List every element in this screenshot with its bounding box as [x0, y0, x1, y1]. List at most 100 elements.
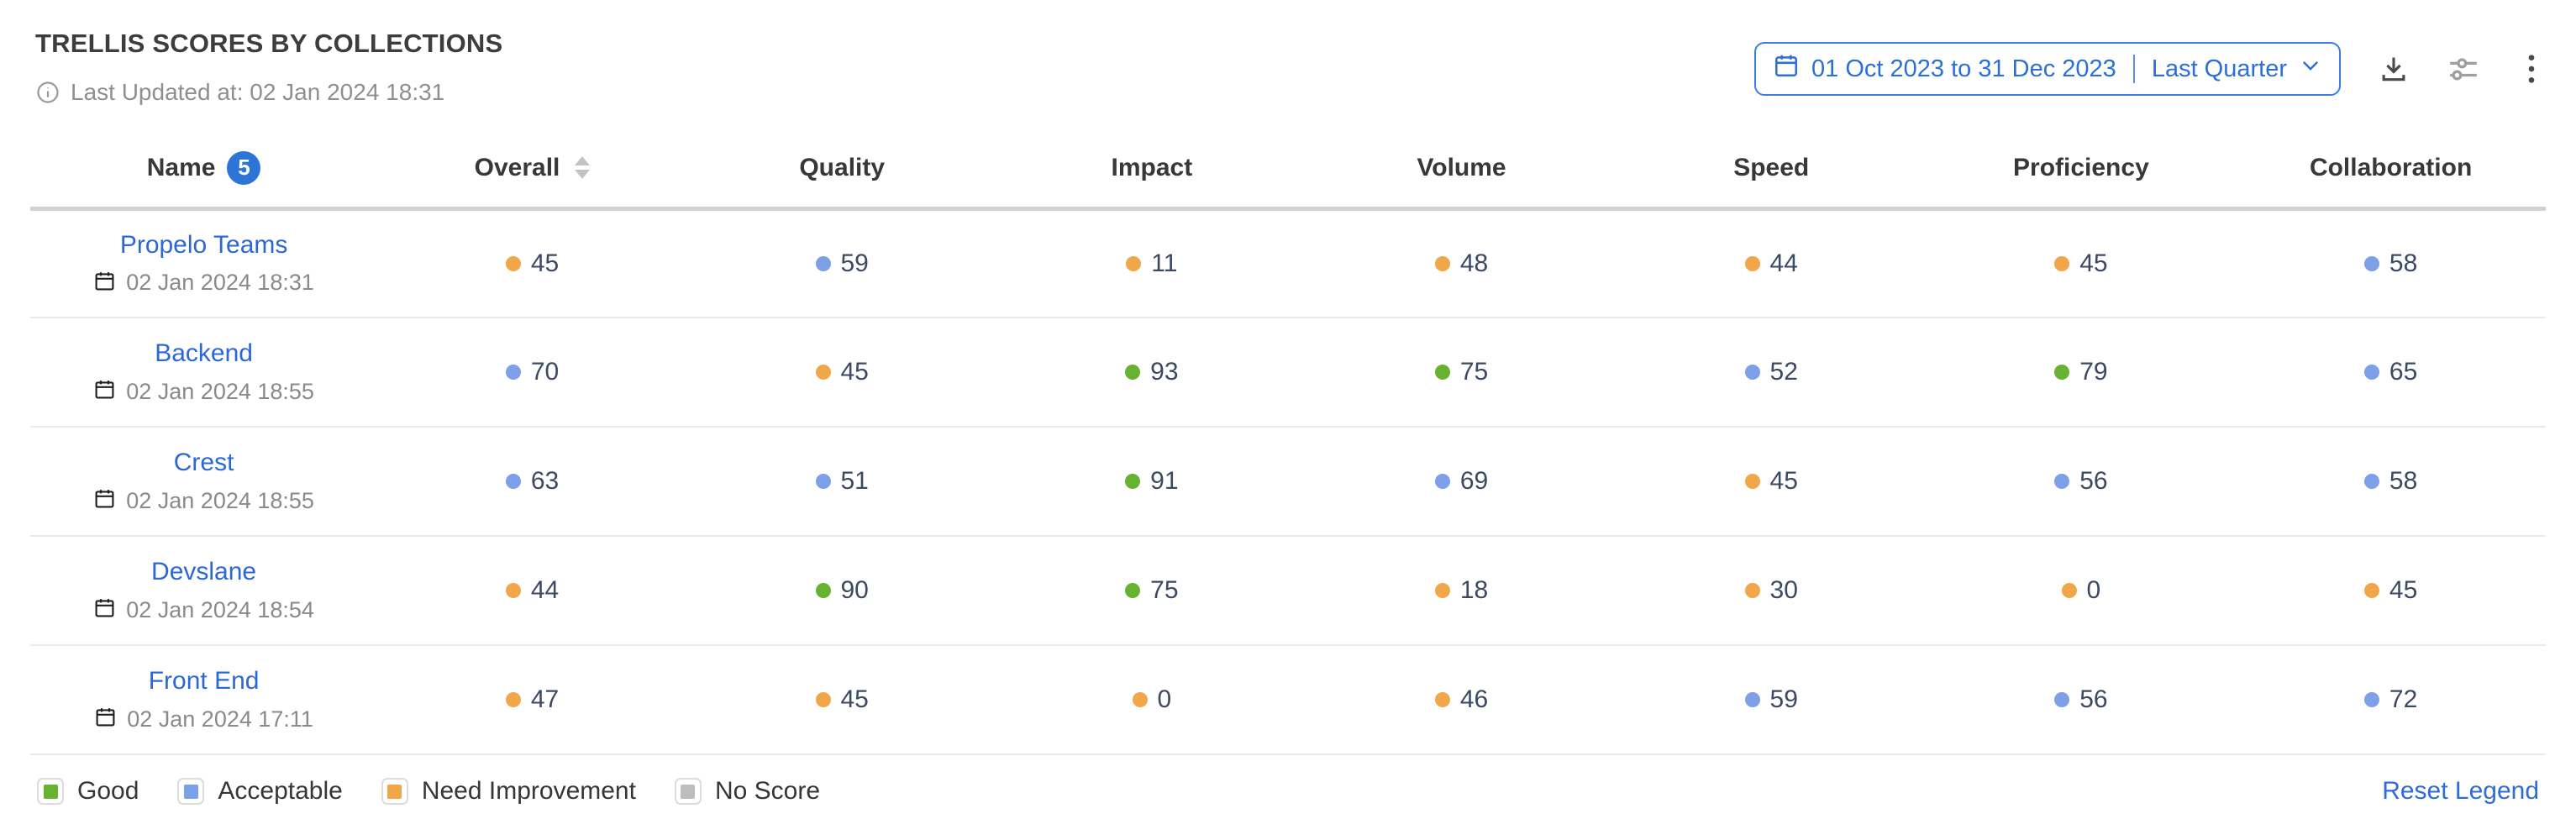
score-cell: 46	[1306, 645, 1617, 755]
score-value: 45	[530, 249, 560, 277]
column-header-quality: Quality	[686, 129, 997, 211]
score-cell: 70	[377, 318, 687, 428]
collection-link[interactable]: Devslane	[151, 558, 257, 585]
score-cell: 11	[996, 208, 1307, 318]
score-value: 58	[2389, 249, 2418, 277]
score-value: 0	[2086, 576, 2101, 604]
score-cell: 59	[1616, 645, 1927, 755]
score-value: 51	[840, 467, 869, 495]
row-timestamp: 02 Jan 2024 17:11	[127, 706, 313, 732]
score-value: 91	[1150, 467, 1179, 495]
info-icon[interactable]	[35, 80, 60, 105]
column-label: Name	[146, 153, 216, 181]
score-dot	[1434, 583, 1450, 598]
table-row: Backend 02 Jan 2024 18:55 70	[30, 318, 2546, 428]
score-cell: 44	[1616, 208, 1927, 318]
legend-bar: Good Acceptable Need Improvement No Scor…	[30, 777, 2546, 806]
score-value: 18	[1459, 576, 1489, 604]
name-cell: Crest 02 Jan 2024 18:55	[30, 427, 378, 537]
score-dot	[2363, 474, 2379, 489]
score-dot	[505, 692, 521, 707]
column-header-name: Name 5	[30, 129, 378, 211]
score-dot	[1126, 255, 1142, 271]
calendar-icon	[1773, 52, 1800, 86]
score-value: 79	[2079, 358, 2108, 386]
calendar-icon	[94, 706, 117, 732]
settings-sliders-button[interactable]	[2447, 52, 2480, 86]
date-range-button[interactable]: 01 Oct 2023 to 31 Dec 2023 Last Quarter	[1754, 42, 2341, 96]
score-dot	[2363, 583, 2379, 598]
column-header-overall[interactable]: Overall	[377, 129, 687, 211]
score-value: 44	[1769, 249, 1798, 277]
score-cell: 56	[1926, 427, 2237, 537]
sort-icon[interactable]	[575, 156, 591, 180]
table-row: Propelo Teams 02 Jan 2024 18:31 45	[30, 208, 2546, 318]
score-dot	[505, 255, 521, 271]
name-cell: Backend 02 Jan 2024 18:55	[30, 318, 378, 428]
score-value: 56	[2079, 467, 2108, 495]
collection-link[interactable]: Crest	[173, 449, 234, 476]
legend-swatch	[387, 784, 402, 799]
row-timestamp: 02 Jan 2024 18:31	[126, 270, 314, 296]
chevron-down-icon	[2299, 54, 2322, 84]
score-dot	[815, 583, 831, 598]
trellis-scores-table: Name 5 Overall Quality Impact Volume Spe…	[30, 129, 2546, 755]
score-cell: 59	[686, 208, 997, 318]
score-cell: 58	[2236, 208, 2546, 318]
score-value: 58	[2389, 467, 2418, 495]
score-cell: 79	[1926, 318, 2237, 428]
legend-item[interactable]: No Score	[674, 777, 820, 806]
calendar-icon	[93, 378, 116, 405]
table-header: Name 5 Overall Quality Impact Volume Spe…	[30, 129, 2546, 211]
score-cell: 58	[2236, 427, 2546, 537]
collection-link[interactable]: Front End	[148, 667, 260, 695]
score-dot	[1132, 692, 1148, 707]
score-dot	[2363, 692, 2379, 707]
score-dot	[1125, 583, 1141, 598]
row-count-badge: 5	[227, 150, 261, 185]
legend-swatch-box	[381, 778, 408, 805]
score-dot	[2054, 474, 2070, 489]
score-cell: 75	[1306, 318, 1617, 428]
kebab-menu-button[interactable]	[2517, 52, 2546, 86]
download-button[interactable]	[2378, 53, 2410, 85]
score-cell: 0	[1926, 536, 2237, 646]
legend-swatch	[183, 784, 198, 799]
score-dot	[2054, 255, 2070, 271]
reset-legend-link[interactable]: Reset Legend	[2382, 777, 2539, 805]
score-cell: 90	[686, 536, 997, 646]
score-value: 45	[840, 685, 869, 713]
collection-link[interactable]: Propelo Teams	[119, 230, 288, 259]
row-timestamp: 02 Jan 2024 18:55	[126, 487, 314, 513]
score-value: 11	[1151, 249, 1178, 277]
widget-controls: 01 Oct 2023 to 31 Dec 2023 Last Quarter	[1754, 42, 2546, 96]
score-cell: 93	[996, 318, 1307, 428]
score-cell: 30	[1616, 536, 1927, 646]
calendar-icon	[93, 270, 116, 297]
row-timestamp: 02 Jan 2024 18:55	[126, 378, 314, 404]
score-dot	[1434, 255, 1450, 271]
score-dot	[505, 365, 521, 380]
collection-link[interactable]: Backend	[155, 339, 253, 367]
legend-items: Good Acceptable Need Improvement No Scor…	[37, 777, 820, 806]
score-value: 56	[2079, 685, 2108, 713]
table-row: Crest 02 Jan 2024 18:55 63	[30, 427, 2546, 537]
score-value: 63	[530, 467, 560, 495]
score-cell: 91	[996, 427, 1307, 537]
score-cell: 56	[1926, 645, 2237, 755]
legend-item[interactable]: Need Improvement	[381, 777, 636, 806]
score-cell: 45	[686, 645, 997, 755]
score-dot	[1434, 365, 1450, 380]
last-updated: Last Updated at: 02 Jan 2024 18:31	[35, 79, 502, 106]
legend-item[interactable]: Good	[37, 777, 139, 806]
score-dot	[2054, 692, 2070, 707]
score-dot	[2363, 255, 2379, 271]
score-cell: 48	[1306, 208, 1617, 318]
column-header-volume: Volume	[1306, 129, 1617, 211]
score-cell: 45	[1616, 427, 1927, 537]
legend-item[interactable]: Acceptable	[177, 777, 343, 806]
score-dot	[815, 474, 831, 489]
score-dot	[2054, 365, 2070, 380]
name-cell: Devslane 02 Jan 2024 18:54	[30, 536, 378, 646]
legend-swatch	[681, 784, 696, 799]
